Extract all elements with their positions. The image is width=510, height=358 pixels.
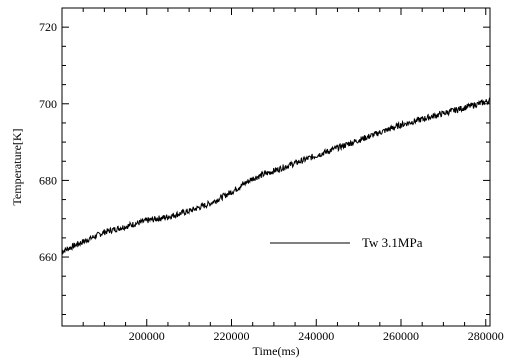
x-tick-label: 200000 xyxy=(129,329,165,343)
x-tick-label: 280000 xyxy=(468,329,504,343)
y-tick-label: 660 xyxy=(39,250,57,264)
y-tick-label: 720 xyxy=(39,20,57,34)
x-tick-label: 240000 xyxy=(298,329,334,343)
tick-labels: 200000 220000 240000 260000 280000 660 680 700 7… xyxy=(39,20,504,343)
y-axis-label: Temperature[K] xyxy=(10,128,24,205)
series-line-tw-3-1mpa xyxy=(61,97,491,255)
legend-label: Tw 3.1MPa xyxy=(362,235,423,250)
plot-frame xyxy=(61,7,491,327)
axis-ticks xyxy=(62,7,490,326)
y-tick-label: 700 xyxy=(39,97,57,111)
y-tick-label: 680 xyxy=(39,173,57,187)
x-axis-label: Time(ms) xyxy=(253,344,300,358)
x-tick-label: 260000 xyxy=(383,329,419,343)
x-tick-label: 220000 xyxy=(214,329,250,343)
